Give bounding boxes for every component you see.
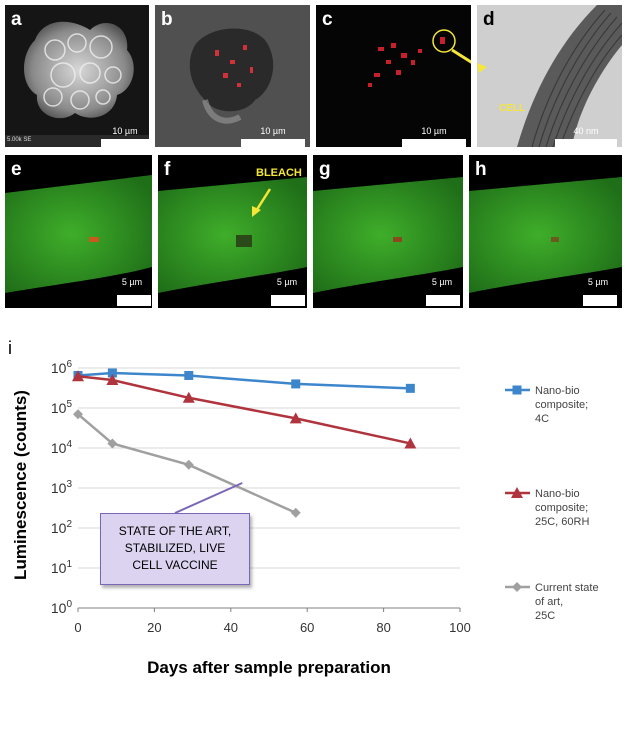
y-tick-label: 105 bbox=[51, 399, 73, 416]
y-tick-label: 101 bbox=[51, 559, 73, 576]
legend-entry: of art, bbox=[535, 596, 563, 608]
panel-a-sem-image: a 10 µm 5.00k SE bbox=[5, 5, 149, 147]
panel-c-fluorescence-image: c 10 µm bbox=[316, 5, 471, 147]
legend-entry: composite; bbox=[535, 502, 588, 514]
callout-pointer bbox=[174, 482, 243, 514]
green-cell-image bbox=[313, 155, 463, 308]
y-tick-label: 106 bbox=[51, 359, 73, 376]
x-axis-label: Days after sample preparation bbox=[147, 658, 391, 677]
scale-bar bbox=[101, 139, 149, 147]
panel-label: d bbox=[483, 9, 495, 30]
scale-label: 10 µm bbox=[260, 126, 286, 136]
data-point bbox=[512, 385, 522, 395]
scale-label: 5 µm bbox=[276, 277, 298, 287]
callout-line-2: STABILIZED, LIVE bbox=[124, 541, 226, 555]
data-point bbox=[291, 379, 301, 389]
panel-g-cell-image: g 5 µm bbox=[313, 155, 463, 308]
y-tick-label: 104 bbox=[51, 439, 73, 456]
x-tick-label: 20 bbox=[147, 620, 161, 635]
data-point bbox=[512, 582, 522, 592]
legend-entry: 25C bbox=[535, 610, 555, 622]
state-of-art-callout: STATE OF THE ART, STABILIZED, LIVE CELL … bbox=[100, 513, 250, 585]
data-point bbox=[106, 374, 119, 386]
data-point bbox=[184, 370, 194, 380]
panel-h-cell-image: h 5 µm bbox=[469, 155, 622, 308]
sem-particle-image bbox=[5, 5, 149, 147]
data-point bbox=[107, 368, 117, 378]
scale-bar bbox=[555, 139, 617, 147]
sem-corner-text: 5.00k SE bbox=[7, 137, 32, 143]
legend-entry: composite; bbox=[535, 399, 588, 411]
scale-label: 10 µm bbox=[112, 126, 138, 136]
panel-label: f bbox=[164, 159, 171, 180]
y-tick-label: 103 bbox=[51, 479, 73, 496]
data-point bbox=[404, 437, 417, 449]
scale-label: 40 nm bbox=[573, 126, 599, 136]
data-point bbox=[183, 459, 194, 470]
panel-e-cell-image: e 5 µm bbox=[5, 155, 152, 308]
data-point bbox=[73, 409, 83, 420]
panel-label: b bbox=[161, 9, 173, 30]
callout-line-3: CELL VACCINE bbox=[132, 558, 218, 572]
panel-f-cell-image: f BLEACH 5 µm bbox=[158, 155, 307, 308]
overlay-particle-image bbox=[155, 5, 310, 147]
green-cell-image bbox=[5, 155, 152, 308]
data-point bbox=[290, 507, 301, 518]
callout-line-1: STATE OF THE ART, bbox=[118, 524, 232, 538]
data-point bbox=[405, 383, 415, 393]
data-point bbox=[107, 438, 118, 449]
x-tick-label: 80 bbox=[376, 620, 390, 635]
scale-bar bbox=[583, 295, 617, 306]
x-tick-label: 60 bbox=[300, 620, 314, 635]
y-tick-label: 100 bbox=[51, 599, 73, 616]
panel-label: e bbox=[11, 159, 22, 180]
scale-label: 5 µm bbox=[121, 277, 143, 287]
y-axis-label: Luminescence (counts) bbox=[11, 390, 30, 580]
panel-d-tem-image: d CELL 40 nm bbox=[477, 5, 622, 147]
data-point bbox=[182, 391, 195, 403]
x-tick-label: 100 bbox=[449, 620, 471, 635]
scale-bar bbox=[117, 295, 151, 306]
series-line bbox=[77, 371, 411, 390]
data-point bbox=[73, 370, 83, 380]
legend-entry: Nano-bio bbox=[535, 385, 580, 397]
bleach-annotation: BLEACH bbox=[256, 167, 302, 179]
scale-label: 5 µm bbox=[431, 277, 453, 287]
series-line bbox=[77, 413, 297, 514]
fluorescence-spots-image bbox=[316, 5, 471, 147]
legend-entry: 4C bbox=[535, 413, 549, 425]
tem-membrane-image bbox=[477, 5, 622, 147]
data-point bbox=[511, 487, 523, 498]
scale-bar bbox=[402, 139, 466, 147]
panel-label: c bbox=[322, 9, 333, 30]
scale-label: 10 µm bbox=[421, 126, 447, 136]
scale-bar bbox=[241, 139, 305, 147]
scale-bar bbox=[426, 295, 460, 306]
x-tick-label: 40 bbox=[224, 620, 238, 635]
green-cell-image bbox=[158, 155, 307, 308]
data-point bbox=[289, 412, 302, 424]
series-line bbox=[77, 375, 411, 445]
panel-b-overlay-image: b 10 µm bbox=[155, 5, 310, 147]
panel-label: h bbox=[475, 159, 487, 180]
y-tick-label: 102 bbox=[51, 519, 73, 536]
panel-label-i: i bbox=[8, 338, 12, 358]
data-point bbox=[72, 370, 84, 382]
scale-bar bbox=[271, 295, 305, 306]
green-cell-image bbox=[469, 155, 622, 308]
panel-label: g bbox=[319, 159, 331, 180]
legend-entry: Nano-bio bbox=[535, 488, 580, 500]
cell-annotation: CELL bbox=[499, 103, 526, 114]
x-tick-label: 0 bbox=[74, 620, 81, 635]
scale-label: 5 µm bbox=[587, 277, 609, 287]
legend-entry: Current state bbox=[535, 582, 599, 594]
panel-label: a bbox=[11, 9, 22, 30]
legend-entry: 25C, 60RH bbox=[535, 516, 589, 528]
